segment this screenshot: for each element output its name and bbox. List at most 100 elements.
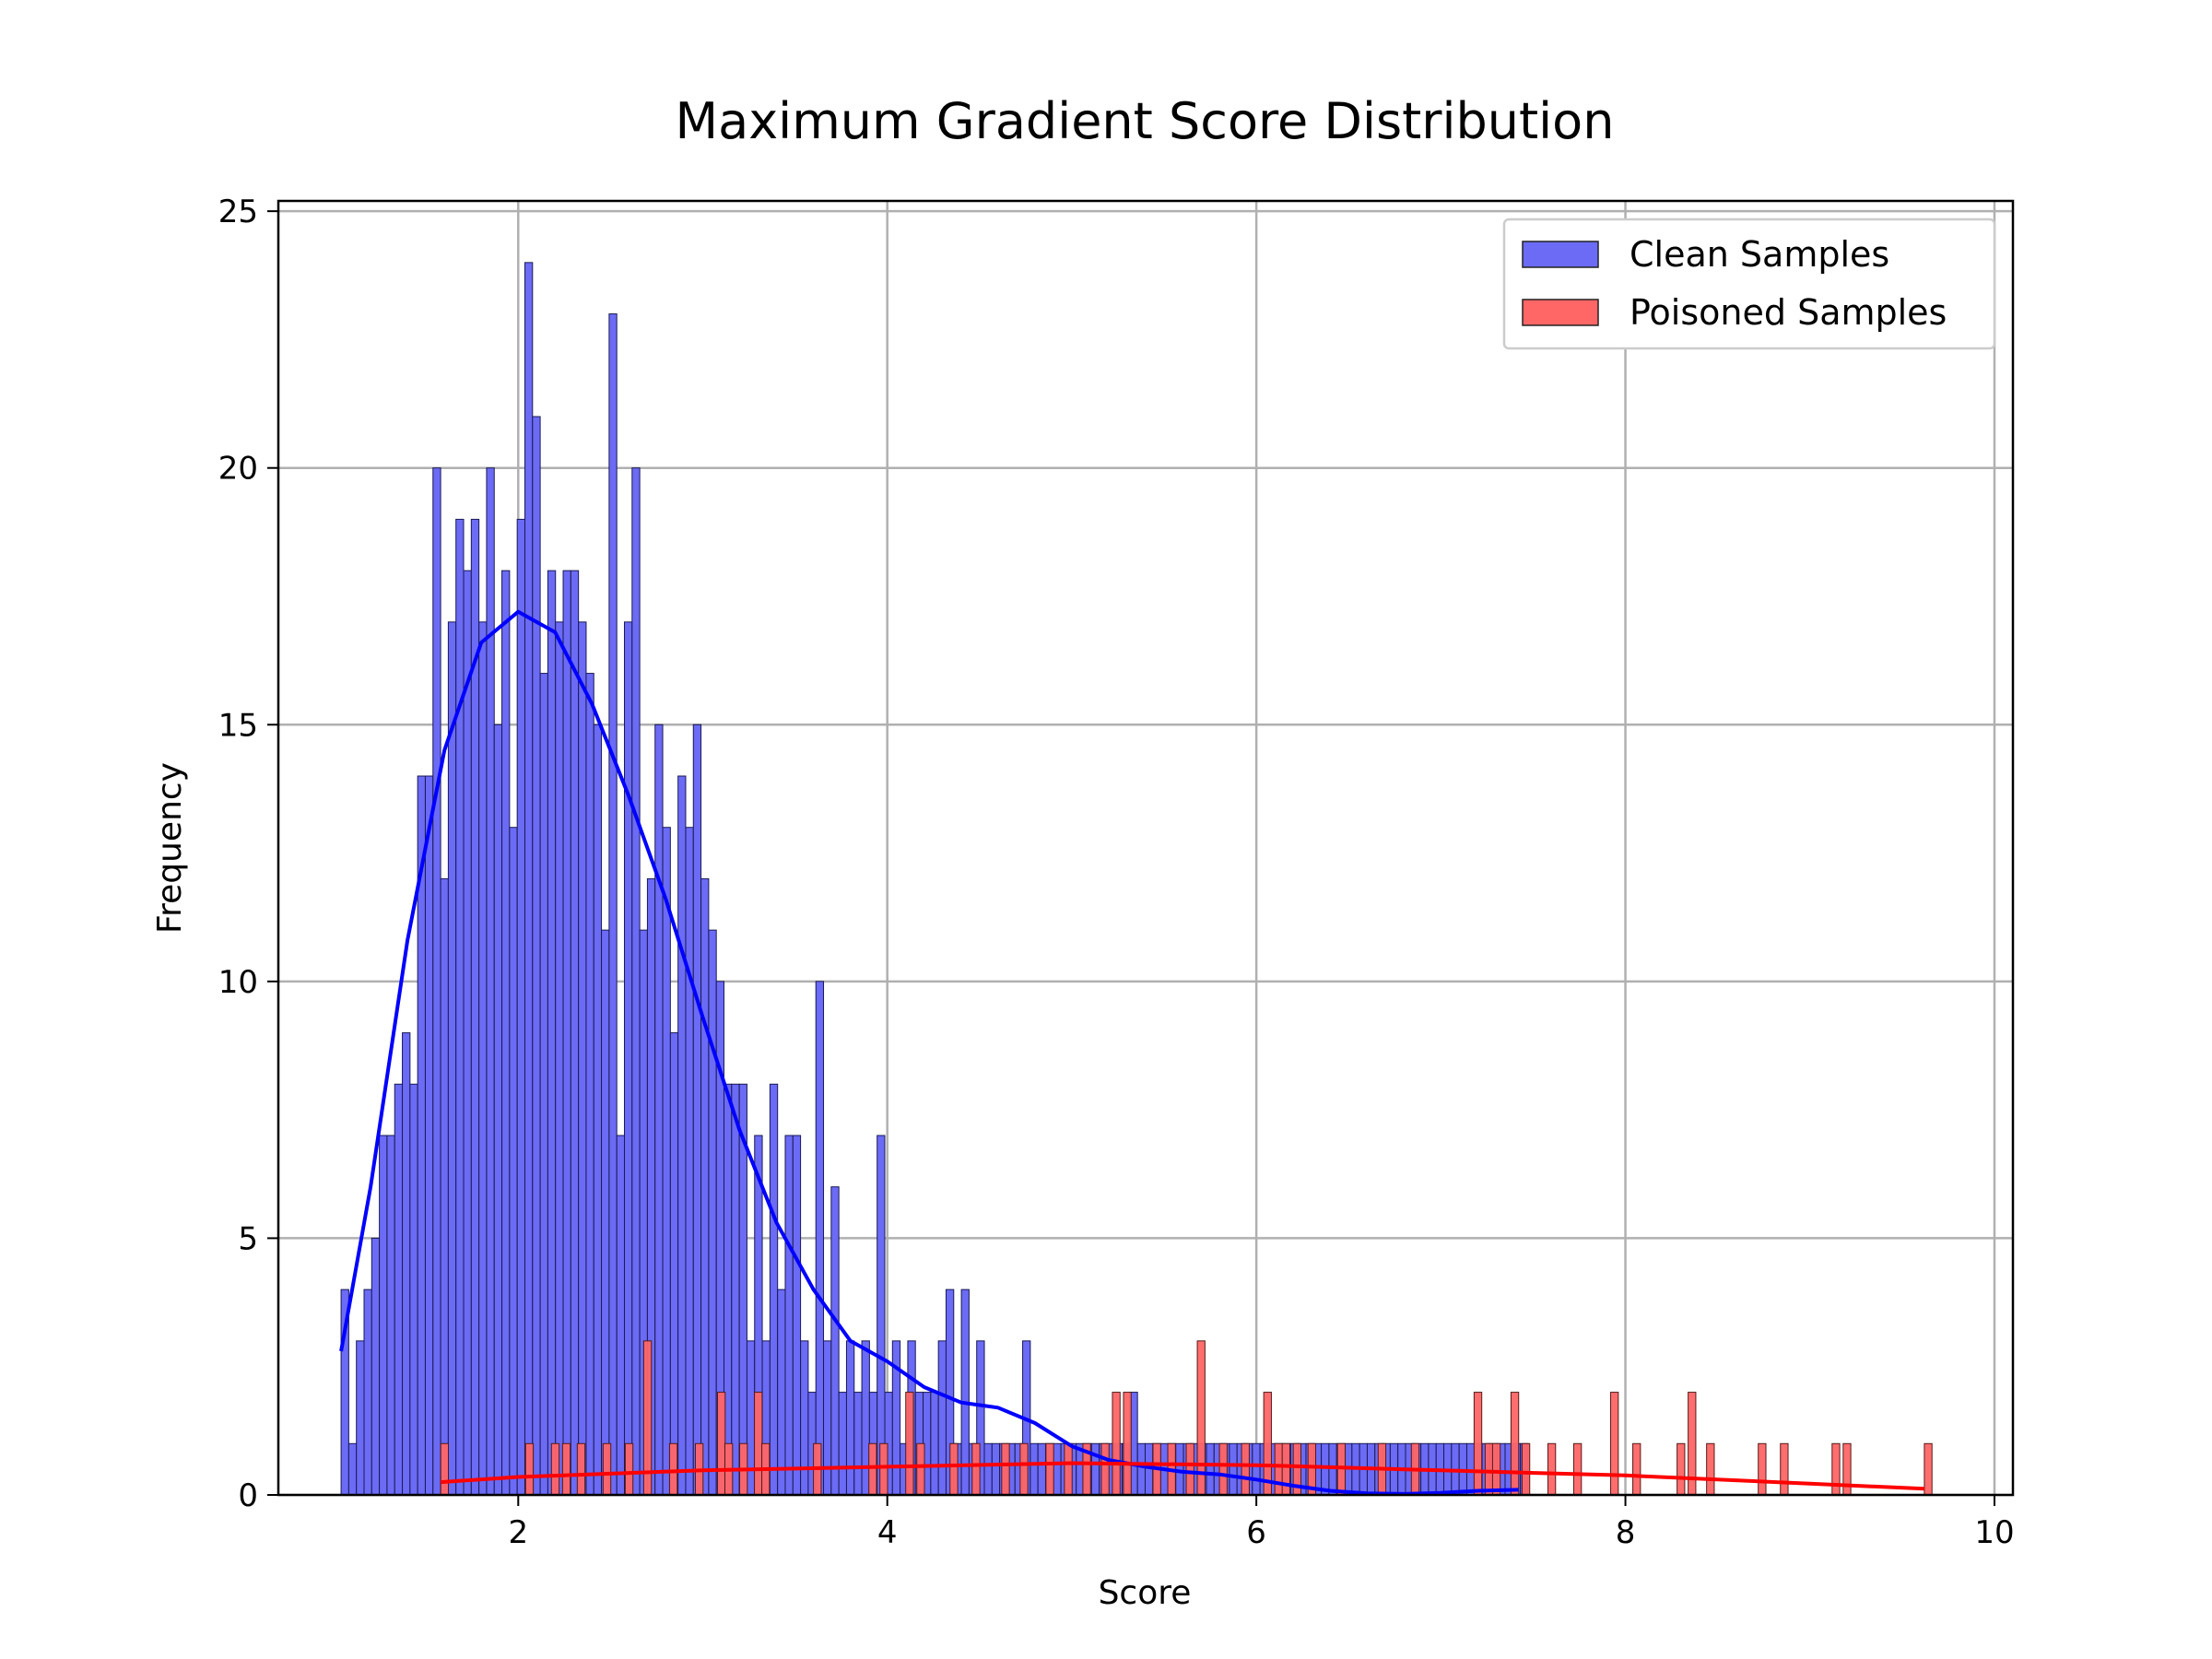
clean-bar	[386, 1135, 395, 1496]
poisoned-bar	[1100, 1442, 1110, 1496]
clean-bar	[1090, 1442, 1100, 1496]
poisoned-bar	[1185, 1442, 1194, 1496]
clean-bar	[532, 416, 541, 1496]
clean-bar	[1136, 1442, 1146, 1496]
poisoned-bar	[717, 1392, 726, 1496]
clean-bar	[447, 621, 457, 1496]
poisoned-bar	[1491, 1442, 1501, 1496]
clean-bar	[440, 877, 449, 1496]
poisoned-bar	[1218, 1442, 1228, 1496]
poisoned-bar	[1510, 1392, 1520, 1496]
clean-bar	[692, 724, 702, 1496]
clean-bar	[1321, 1442, 1330, 1496]
clean-bar	[1206, 1442, 1215, 1496]
clean-bar	[930, 1392, 939, 1496]
clean-bars	[340, 262, 1529, 1496]
clean-bar	[578, 621, 587, 1496]
poisoned-bar	[1064, 1442, 1073, 1496]
clean-bar	[363, 1288, 372, 1496]
clean-bar	[379, 1135, 388, 1496]
poisoned-bar	[1572, 1442, 1583, 1496]
clean-bar	[455, 518, 465, 1496]
clean-bar	[356, 1340, 365, 1496]
clean-bar	[662, 827, 671, 1496]
clean-bar	[784, 1135, 794, 1496]
clean-bar	[501, 570, 511, 1496]
poisoned-bar	[916, 1442, 925, 1496]
clean-bar	[402, 1032, 411, 1496]
legend: Clean Samples Poisoned Samples	[1502, 218, 1996, 350]
poisoned-bar	[1274, 1442, 1283, 1496]
clean-bar	[830, 1186, 840, 1496]
poisoned-bar	[1001, 1442, 1010, 1496]
y-tick-label: 5	[238, 1220, 258, 1257]
clean-bar	[685, 827, 694, 1496]
poisoned-bar	[1112, 1392, 1121, 1496]
clean-bar	[654, 724, 664, 1496]
clean-bar	[815, 981, 825, 1496]
clean-bar	[539, 673, 548, 1496]
poisoned-bar	[561, 1442, 571, 1496]
clean-bar	[608, 313, 618, 1496]
clean-bar	[394, 1083, 404, 1496]
poisoned-bar	[1677, 1442, 1686, 1496]
clean-bar	[1229, 1442, 1238, 1496]
poisoned-bar	[1831, 1442, 1841, 1496]
poisoned-bar	[1045, 1442, 1054, 1496]
poisoned-bar	[624, 1442, 634, 1496]
clean-bar	[1053, 1442, 1062, 1496]
clean-bar	[746, 1340, 756, 1496]
clean-bar	[555, 621, 564, 1496]
poisoned-bar	[1610, 1392, 1619, 1496]
clean-bar	[347, 1442, 358, 1496]
clean-bar	[371, 1237, 381, 1496]
poisoned-bar	[1632, 1442, 1641, 1496]
clean-bar	[800, 1340, 809, 1496]
poisoned-bar	[1780, 1442, 1789, 1496]
legend-swatch-poisoned	[1522, 299, 1599, 326]
chart-title: Maximum Gradient Score Distribution	[676, 92, 1615, 150]
poisoned-bar	[1547, 1442, 1557, 1496]
poisoned-bar	[550, 1442, 560, 1496]
poisoned-bar	[868, 1442, 877, 1496]
y-axis-title: Frequency	[151, 762, 189, 934]
poisoned-bar	[1241, 1442, 1250, 1496]
poisoned-bar	[754, 1392, 763, 1496]
y-tick-label: 25	[218, 194, 258, 230]
clean-bar	[853, 1392, 863, 1496]
clean-bar	[731, 1083, 740, 1496]
clean-bar	[1328, 1442, 1337, 1496]
clean-bar	[493, 724, 503, 1496]
clean-bar	[409, 1083, 418, 1496]
clean-bar	[769, 1083, 779, 1496]
clean-bar	[424, 775, 434, 1496]
clean-kde-line	[339, 609, 1519, 1496]
clean-bar	[823, 1340, 832, 1496]
clean-bar	[601, 929, 610, 1496]
clean-bar	[623, 621, 633, 1496]
poisoned-kde-line	[441, 1461, 1924, 1491]
clean-bar	[669, 1032, 679, 1496]
poisoned-bar	[879, 1442, 888, 1496]
x-tick-label: 8	[1616, 1514, 1636, 1551]
clean-bar	[432, 467, 441, 1496]
poisoned-bar	[524, 1442, 535, 1496]
poisoned-bar	[1281, 1442, 1290, 1496]
clean-bar	[708, 929, 717, 1496]
poisoned-bar	[949, 1442, 959, 1496]
clean-bar	[486, 467, 495, 1496]
clean-bar	[845, 1340, 855, 1496]
clean-bar	[593, 724, 603, 1496]
poisoned-bar	[576, 1442, 586, 1496]
plot-frame	[276, 199, 2015, 1497]
poisoned-bar	[1123, 1392, 1132, 1496]
poisoned-bars	[440, 1340, 1933, 1496]
poisoned-bar	[668, 1442, 678, 1496]
legend-box	[1502, 218, 1996, 350]
clean-bar	[991, 1442, 1001, 1496]
clean-bar	[700, 877, 710, 1496]
poisoned-bar	[1758, 1442, 1767, 1496]
poisoned-bar	[440, 1442, 449, 1496]
clean-bar	[1030, 1442, 1039, 1496]
